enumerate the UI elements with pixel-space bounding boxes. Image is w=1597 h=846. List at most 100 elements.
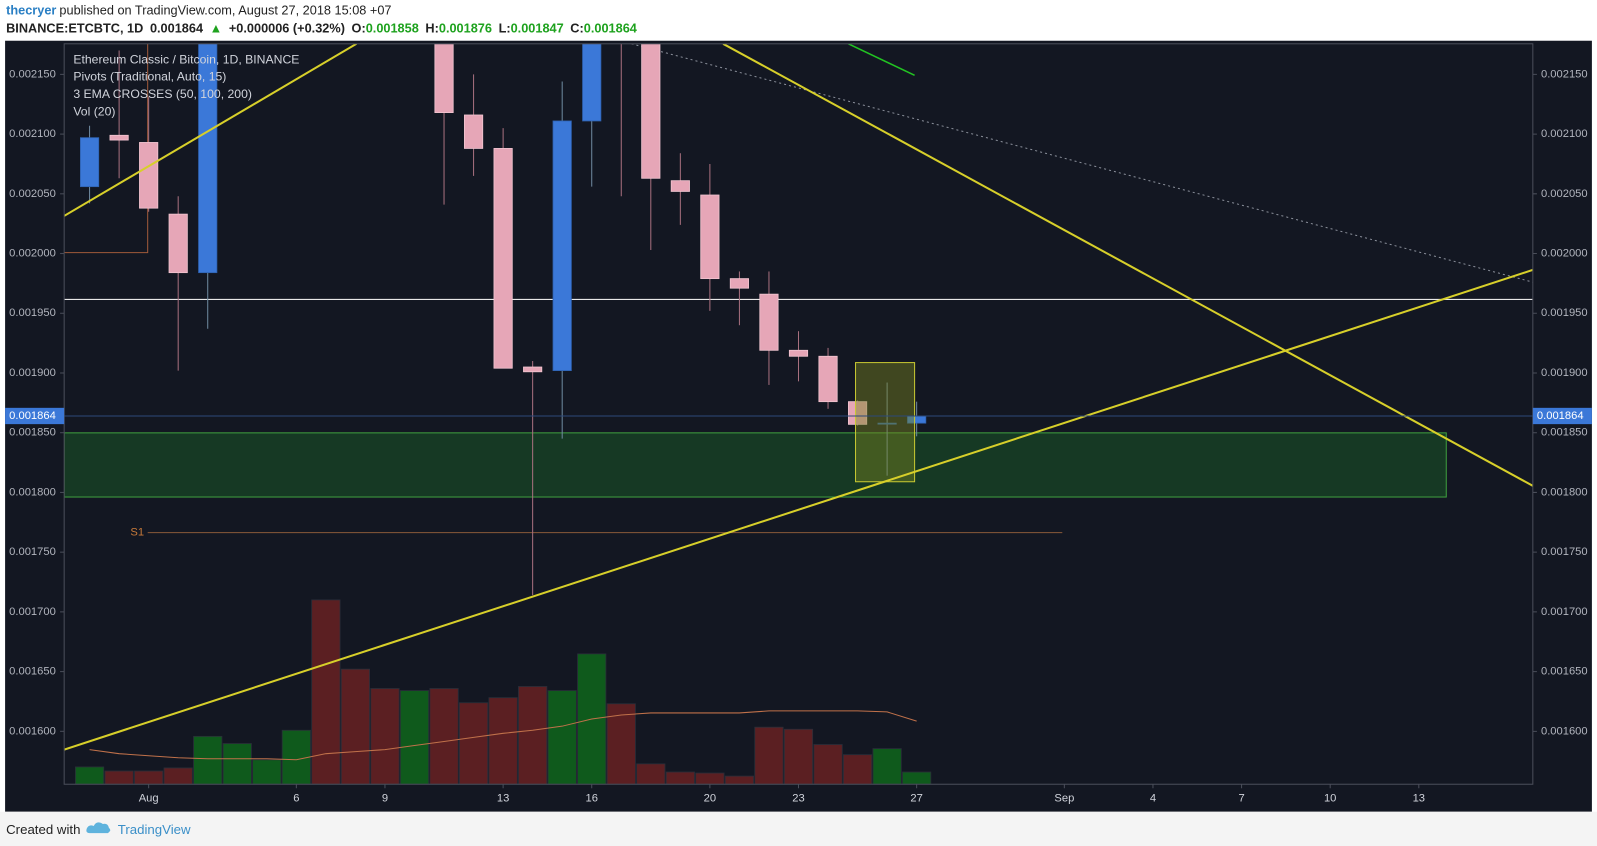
volume-bar [872, 748, 902, 785]
y-tick-label: 0.001750 [9, 546, 56, 558]
header-bg [0, 0, 1597, 41]
c-value: 0.001864 [583, 21, 637, 36]
candle-body [493, 148, 513, 369]
volume-bar [547, 690, 577, 785]
change: +0.000006 (+0.32%) [228, 21, 345, 36]
h-value: 0.001876 [438, 21, 492, 36]
candle-body [79, 137, 100, 188]
volume-bar [74, 766, 105, 785]
y-tick-label: 0.002100 [9, 128, 56, 140]
volume-bar [488, 697, 518, 785]
x-tick-label: 20 [704, 792, 716, 804]
volume-bar [193, 735, 223, 785]
volume-bar [902, 771, 932, 785]
last-price-label: 0.001864 [1537, 410, 1584, 422]
y-tick-label: 0.001800 [1541, 486, 1588, 498]
plot-area: S1 [64, 43, 1533, 785]
last-price-box [1532, 407, 1592, 425]
header-line: thecryer published on TradingView.com, Au… [6, 3, 394, 17]
candle-body [463, 114, 484, 149]
volume-bar [695, 772, 725, 785]
x-tick-label: 23 [792, 792, 804, 804]
x-tick-label: 16 [585, 792, 597, 804]
support-zone [64, 432, 1447, 498]
x-tick-label: 9 [382, 792, 388, 804]
candle-body [877, 422, 897, 425]
x-tick-label: 4 [1150, 792, 1156, 804]
candle-body [847, 401, 868, 425]
chart-bg [5, 40, 1592, 812]
trendline [64, 43, 357, 217]
y-tick-label: 0.002100 [1541, 128, 1588, 140]
candle-body [168, 213, 188, 274]
last-price: 0.001864 [149, 21, 204, 36]
y-tick-label: 0.001700 [9, 606, 56, 618]
y-tick-label: 0.001600 [9, 725, 56, 737]
y-tick-label: 0.002000 [9, 247, 56, 259]
y-tick-label: 0.001650 [9, 666, 56, 678]
x-tick-label: 27 [910, 792, 922, 804]
volume-bar [842, 754, 873, 785]
ema-line [848, 43, 915, 77]
candle-body [670, 180, 690, 192]
candle-body [759, 293, 779, 351]
pivot-label: S1 [130, 527, 144, 539]
footer-logo [86, 822, 111, 834]
y-tick-label: 0.002150 [1541, 68, 1588, 80]
brand[interactable]: TradingView [117, 821, 191, 838]
indicator-label: 3 EMA CROSSES (50, 100, 200) [73, 87, 252, 101]
arrow: ▲ [209, 21, 223, 36]
o-label: O: [351, 21, 366, 36]
symbol-line: BINANCE:ETCBTC, 1D 0.001864 ▲ +0.000006 … [6, 21, 640, 35]
volume-bar [606, 703, 636, 785]
l-label: L: [498, 21, 511, 36]
x-tick-label: 13 [497, 792, 509, 804]
candles [79, 43, 927, 596]
symbol: BINANCE:ETCBTC, 1D [6, 21, 144, 36]
volume-pane [74, 599, 932, 785]
candle-body [788, 349, 809, 357]
volume-bar [458, 702, 489, 785]
y-tick-label: 0.002000 [1541, 247, 1588, 259]
last-price-box [5, 407, 65, 425]
candle-body [109, 134, 129, 141]
author[interactable]: thecryer [6, 3, 57, 18]
x-tick-label: Sep [1054, 792, 1074, 804]
trendline [722, 43, 1533, 487]
candle-body [523, 366, 543, 373]
y-tick-label: 0.001600 [1541, 725, 1588, 737]
y-tick-label: 0.001750 [1541, 546, 1588, 558]
candle-body [729, 278, 749, 289]
y-tick-label: 0.001850 [1541, 427, 1588, 439]
x-tick-label: Aug [139, 792, 159, 804]
indicator-label: Pivots (Traditional, Auto, 15) [73, 70, 226, 84]
footer-bg [0, 811, 1597, 846]
chart-title: Ethereum Classic / Bitcoin, 1D, BINANCE [73, 52, 299, 66]
y-tick-label: 0.001900 [9, 367, 56, 379]
volume-bar [252, 759, 282, 785]
y-tick-label: 0.001700 [1541, 606, 1588, 618]
indicator-label: Vol (20) [73, 104, 115, 118]
x-tick-label: 7 [1238, 792, 1244, 804]
y-tick-label: 0.001650 [1541, 666, 1588, 678]
trendline [64, 268, 1533, 751]
y-tick-label: 0.002150 [9, 68, 56, 80]
highlight-box [855, 362, 916, 483]
x-tick-label: 6 [293, 792, 299, 804]
volume-bar [340, 668, 371, 785]
volume-bar [518, 686, 548, 785]
volume-bar [370, 688, 400, 785]
volume-bar [163, 767, 193, 785]
volume-bar [399, 690, 430, 785]
volume-bar [813, 744, 843, 785]
volume-bar [104, 770, 134, 785]
candle-body [582, 43, 602, 122]
candle-body [139, 142, 159, 209]
candle-body [818, 355, 838, 403]
volume-bar [429, 688, 459, 785]
y-tick-label: 0.001900 [1541, 367, 1588, 379]
pivot-line [64, 43, 149, 254]
created-with: Created with [6, 821, 81, 838]
h-label: H: [425, 21, 439, 36]
